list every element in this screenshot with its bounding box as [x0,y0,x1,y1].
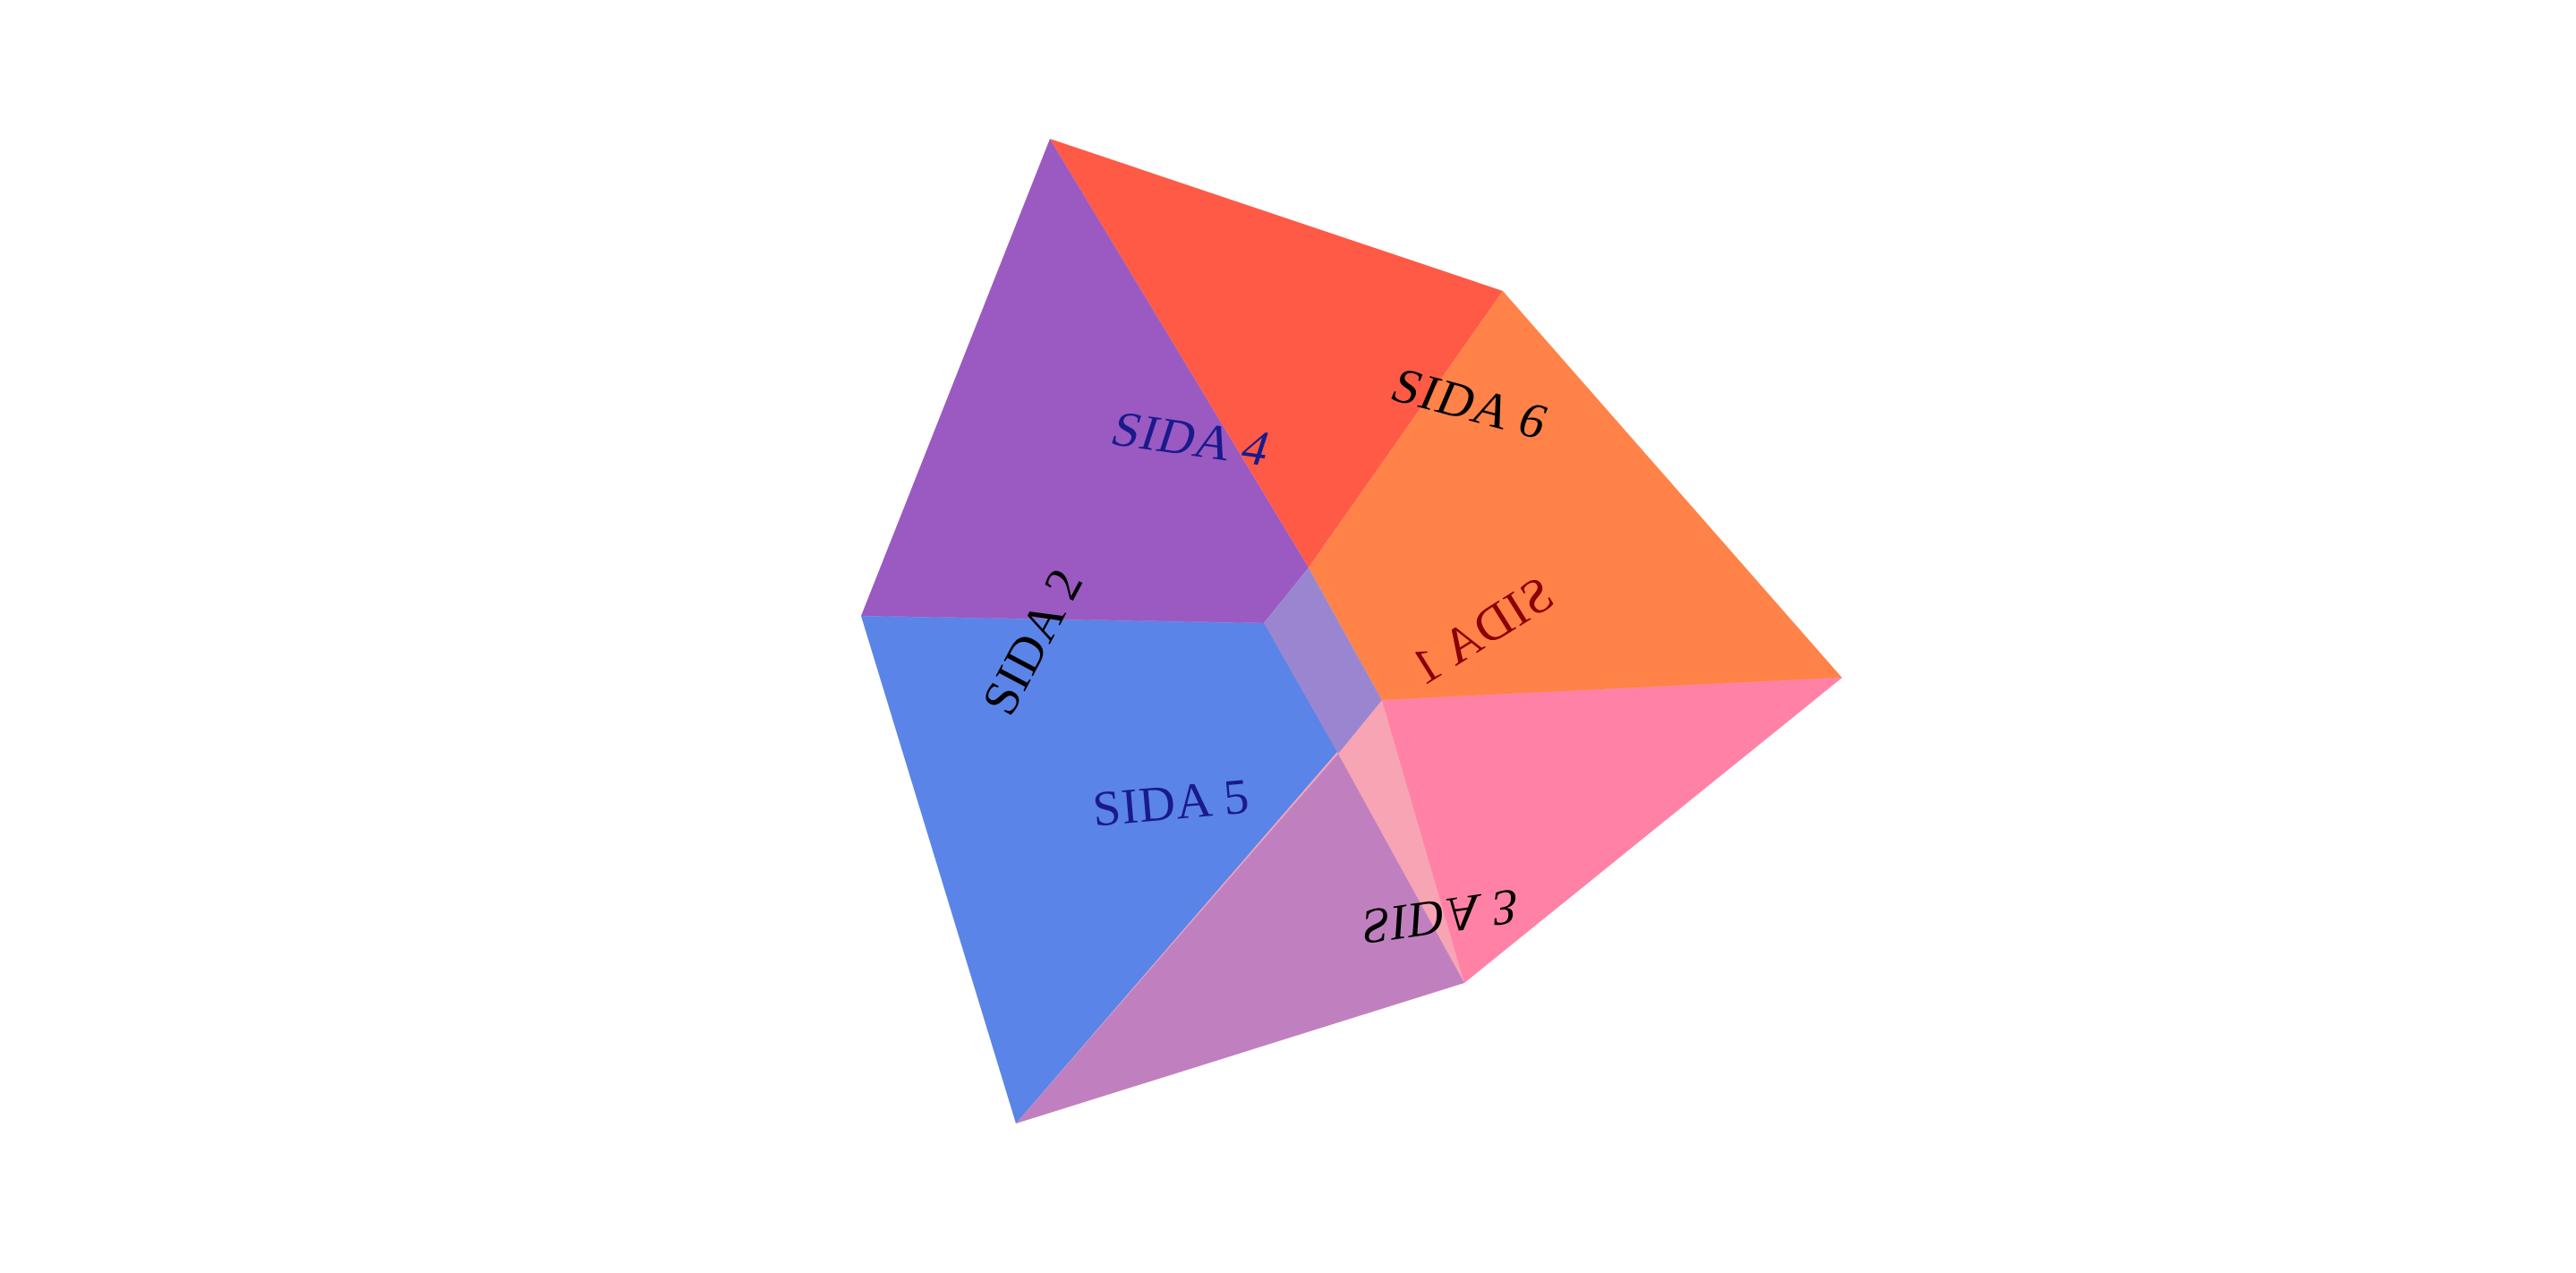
cube-face-right [1309,291,1842,700]
cube-face-left [861,139,1309,623]
cube-face-front-lower [1382,678,1842,983]
cube-overlap-lavender [1264,568,1382,754]
label-sida-5-group: SIDA 5 [1090,769,1251,838]
label-sida-5: SIDA 5 [1090,769,1251,838]
cube-face-bottom [861,616,1382,1123]
cube-overlap-mauve [1016,754,1464,1123]
cube-face-top [1050,139,1503,568]
